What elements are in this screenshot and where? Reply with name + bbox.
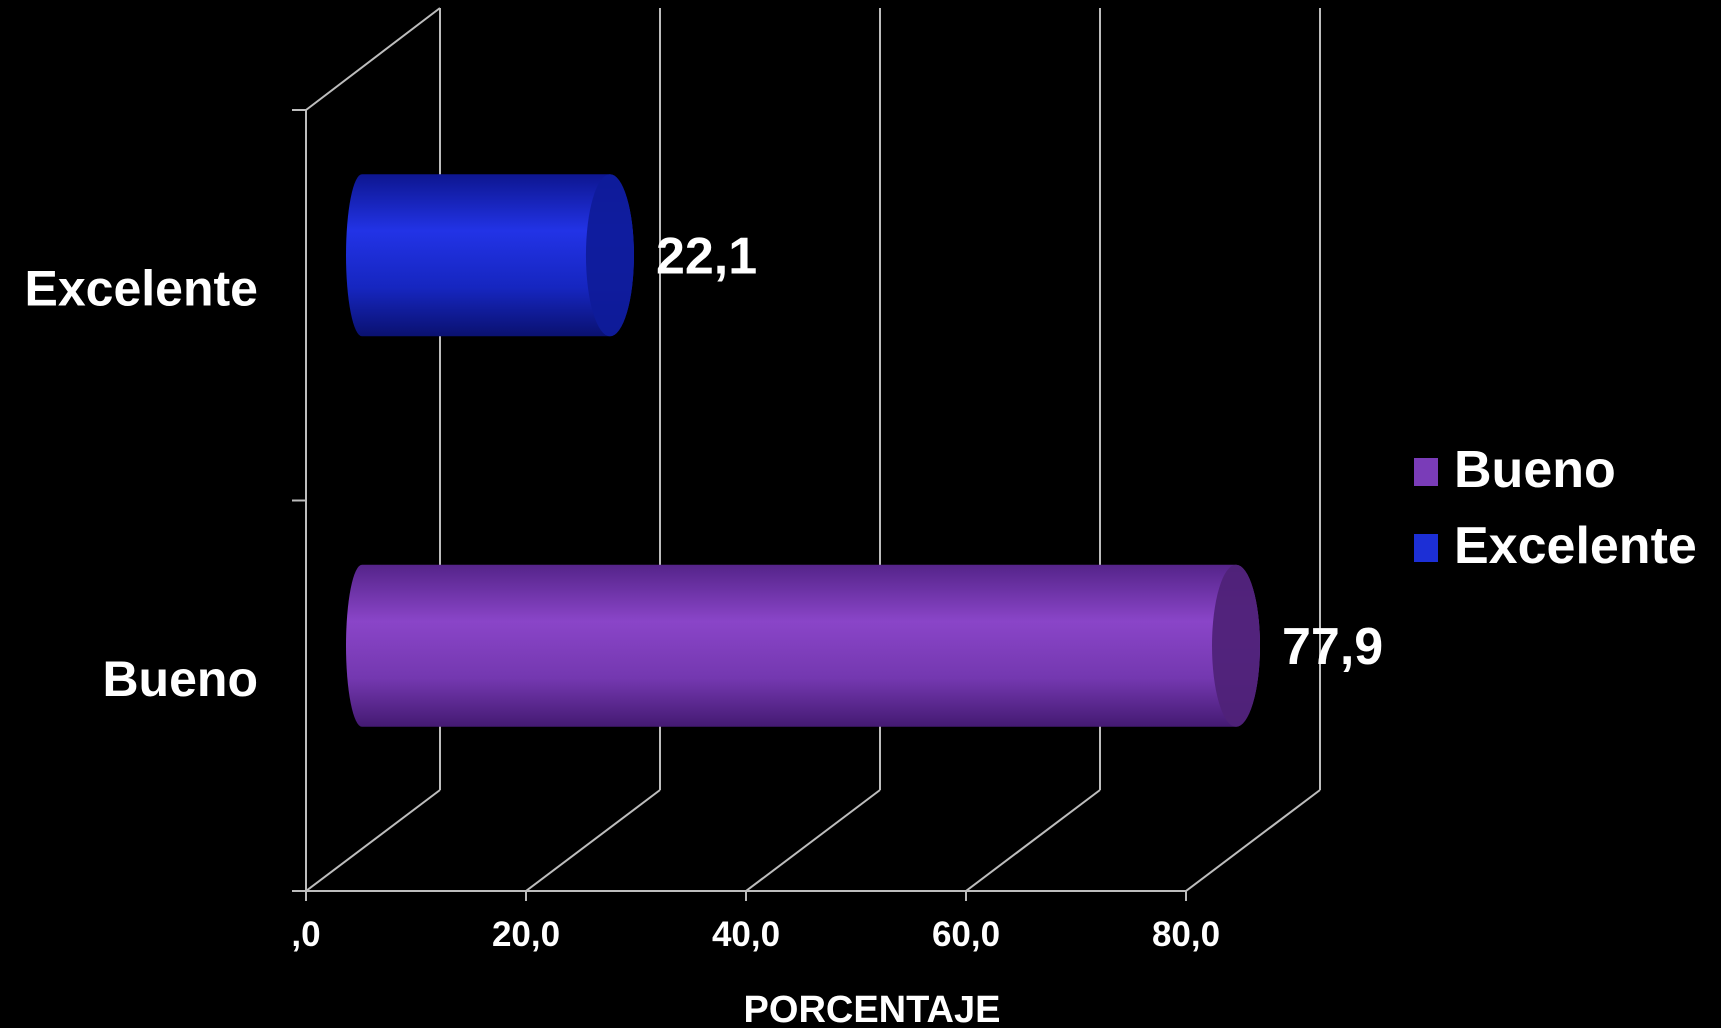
bar-cap-bueno xyxy=(1212,564,1260,727)
floor-line-3 xyxy=(965,789,1101,892)
bars xyxy=(346,174,1260,727)
category-label-bueno: Bueno xyxy=(102,651,258,707)
x-tick-label-2: 40,0 xyxy=(712,915,780,954)
legend: Bueno Excelente xyxy=(1414,441,1697,575)
category-label-excelente: Excelente xyxy=(25,260,258,316)
x-tick-label-3: 60,0 xyxy=(932,915,1000,954)
labels: 22,1 Excelente 77,9 Bueno ,0 20,0 40,0 60,0 80,0… xyxy=(25,227,1384,1028)
data-label-excelente: 22,1 xyxy=(656,227,757,285)
left-wall-top xyxy=(305,7,441,111)
x-tick-label-4: 80,0 xyxy=(1152,915,1220,954)
bar-bueno xyxy=(346,564,1260,727)
bar-cap-excelente xyxy=(585,174,634,337)
bar-body-bueno xyxy=(346,564,1260,727)
legend-swatch-bueno xyxy=(1414,458,1438,486)
x-tick-label-1: 20,0 xyxy=(492,915,560,954)
x-tick-label-0: ,0 xyxy=(291,915,320,954)
floor-line-1 xyxy=(525,789,661,892)
legend-swatch-excelente xyxy=(1414,534,1438,562)
floor-line-4 xyxy=(1185,789,1321,892)
bar-body-excelente xyxy=(346,174,634,337)
legend-label-excelente: Excelente xyxy=(1454,517,1697,575)
floor-line-0 xyxy=(305,789,441,892)
x-axis-title: PORCENTAJE xyxy=(744,989,1001,1028)
floor-line-2 xyxy=(745,789,881,892)
data-label-bueno: 77,9 xyxy=(1282,618,1383,676)
legend-label-bueno: Bueno xyxy=(1454,441,1616,499)
bar-excelente xyxy=(346,174,634,337)
grid xyxy=(292,7,1321,901)
